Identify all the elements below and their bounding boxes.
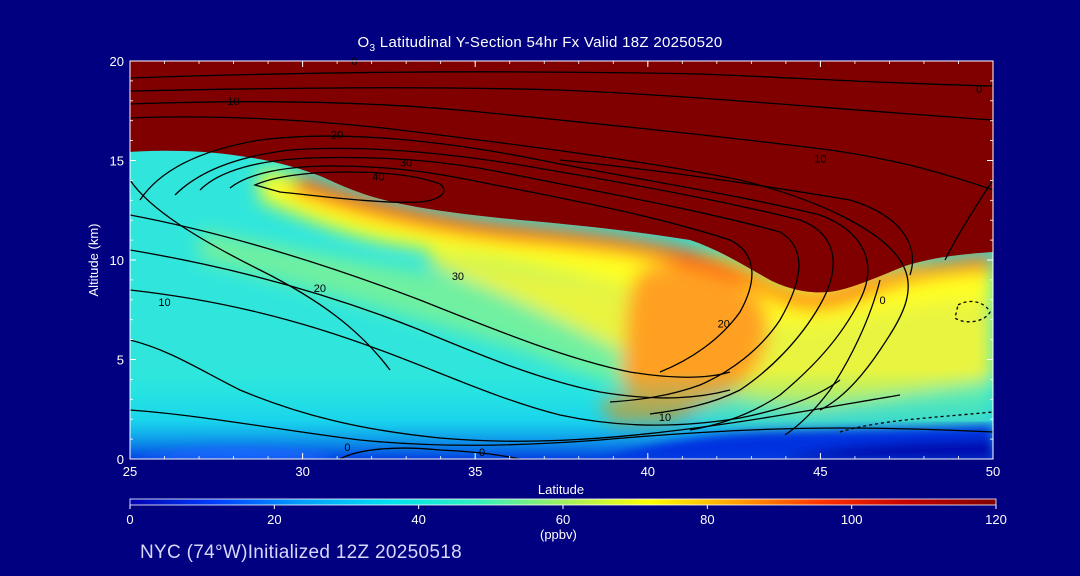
init-info-label: NYC (74°W)Initialized 12Z 20250518 bbox=[140, 542, 462, 563]
contour-label: 20 bbox=[314, 283, 326, 295]
contour-30-dome bbox=[199, 156, 800, 403]
contour-right-lower bbox=[784, 279, 881, 436]
x-tick-label: 30 bbox=[295, 464, 309, 479]
contour-right-edge bbox=[944, 179, 993, 261]
contour-lower-left-4 bbox=[130, 339, 901, 442]
colorbar-tick-label: 80 bbox=[700, 512, 714, 527]
y-tick-label: 0 bbox=[117, 452, 124, 467]
x-tick-label: 35 bbox=[468, 464, 482, 479]
contour-15-dome bbox=[130, 116, 909, 411]
y-tick-label: 10 bbox=[110, 253, 124, 268]
field-stratosphere bbox=[130, 61, 993, 293]
contour-label: 0 bbox=[976, 84, 982, 96]
y-axis-label: Altitude (km) bbox=[86, 224, 101, 297]
contour-label: 20 bbox=[331, 130, 343, 142]
colorbar-tick-label: 20 bbox=[267, 512, 281, 527]
colorbar-tick-label: 100 bbox=[841, 512, 863, 527]
colorbar-tick-label: 0 bbox=[126, 512, 133, 527]
x-axis: 25 30 35 40 45 50 bbox=[123, 61, 1000, 479]
contour-label: 0 bbox=[344, 442, 350, 454]
colorbar-tick-label: 40 bbox=[411, 512, 425, 527]
contour-label: 0 bbox=[479, 447, 485, 459]
contour-label: 30 bbox=[452, 271, 464, 283]
contour-lower-left-3 bbox=[130, 214, 731, 378]
contour-35-dome bbox=[229, 165, 753, 373]
x-axis-label: Latitude bbox=[538, 482, 584, 497]
contour-10-top bbox=[130, 100, 993, 191]
contour-dashed-loop bbox=[954, 300, 991, 323]
contour-label: 10 bbox=[158, 297, 170, 309]
contour-upper-right-arc bbox=[559, 159, 914, 276]
x-tick-label: 45 bbox=[813, 464, 827, 479]
field-layer bbox=[130, 61, 993, 459]
contour-0-top bbox=[130, 71, 993, 87]
colorbar-tick-label: 60 bbox=[556, 512, 570, 527]
colorbar bbox=[130, 499, 996, 505]
contour-surface-1 bbox=[339, 447, 521, 459]
y-tick-label: 20 bbox=[110, 54, 124, 69]
contour-label: 10 bbox=[814, 154, 826, 166]
contour-40-core bbox=[253, 171, 445, 203]
contour-label: 10 bbox=[659, 412, 671, 424]
contour-25-dome bbox=[174, 147, 834, 415]
x-tick-label: 40 bbox=[641, 464, 655, 479]
contour-label: 40 bbox=[372, 171, 384, 183]
y-axis: 0 5 10 15 20 bbox=[110, 54, 993, 467]
x-tick-label: 50 bbox=[986, 464, 1000, 479]
contour-lower-left-2 bbox=[130, 249, 731, 399]
field-surface-darkblue bbox=[780, 440, 993, 459]
contour-label: 20 bbox=[718, 319, 730, 331]
contour-lower-left-1 bbox=[130, 289, 841, 426]
x-tick-label: 25 bbox=[123, 464, 137, 479]
contour-layer bbox=[130, 71, 993, 459]
contour-left-edge bbox=[130, 179, 391, 371]
colorbar-ticks: 0 20 40 60 80 100 120 bbox=[126, 505, 1007, 527]
chart-title: O3 Latitudinal Y-Section 54hr Fx Valid 1… bbox=[357, 34, 723, 54]
contour-label: 30 bbox=[400, 157, 412, 169]
contour-label: 0 bbox=[351, 56, 357, 68]
contour-labels: 0 0 0 0 0 10 10 10 10 20 20 20 30 30 40 bbox=[158, 56, 982, 459]
colorbar-tick-label: 120 bbox=[985, 512, 1007, 527]
contour-label: 10 bbox=[227, 96, 239, 108]
field-surface-blue-left bbox=[130, 447, 330, 459]
contour-surface-0 bbox=[130, 409, 993, 446]
contour-20-dome bbox=[139, 135, 869, 431]
y-tick-label: 5 bbox=[117, 353, 124, 368]
contour-label: 0 bbox=[879, 295, 885, 307]
y-tick-label: 15 bbox=[110, 154, 124, 169]
contour-dashed-lower bbox=[839, 411, 993, 433]
contour-5-top bbox=[130, 87, 993, 121]
colorbar-units: (ppbv) bbox=[540, 527, 577, 542]
field-edge-red bbox=[290, 175, 993, 309]
